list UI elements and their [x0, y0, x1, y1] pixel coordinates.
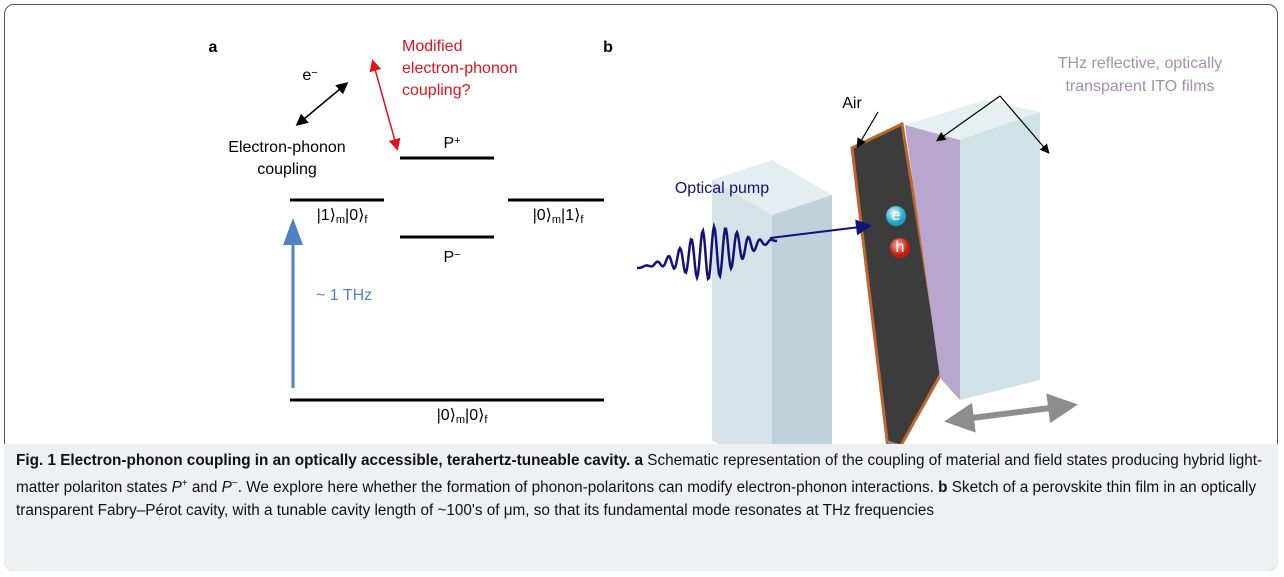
caption: Fig. 1 Electron-phonon coupling in an op…: [4, 444, 1278, 571]
caption-text: and: [187, 479, 222, 497]
pump-label: Optical pump: [675, 180, 769, 197]
p-minus-part: P: [443, 249, 454, 266]
ito-label: THz reflective, optically: [1058, 55, 1223, 72]
pointer-lines: [856, 95, 1050, 154]
ket-label-part: |0⟩: [533, 207, 552, 224]
ket-label: |0⟩m|0⟩f: [437, 407, 489, 426]
right-slab: [905, 100, 1040, 400]
electron-symbol: e: [892, 207, 901, 224]
air-label: Air: [842, 95, 862, 112]
ket-label-part: |0⟩: [465, 407, 484, 424]
caption-text: P: [221, 479, 232, 497]
ket-label-part: |0⟩: [345, 207, 364, 224]
ket-label-part: |0⟩: [437, 407, 456, 424]
caption-text: −: [231, 478, 238, 489]
caption-text: Sketch of a perovskite thin film in an o…: [16, 479, 1257, 520]
pump-wave: [637, 222, 778, 282]
translation-arrow: [944, 393, 1078, 433]
energy-levels: [290, 156, 604, 402]
ket-label-part: f: [484, 414, 488, 426]
hole: [890, 238, 910, 258]
excitation-arrowhead: [283, 218, 303, 245]
ito-label: transparent ITO films: [1065, 78, 1214, 95]
coupling-label: Electron-phonon: [228, 139, 345, 156]
ket-label-part: |1⟩: [561, 207, 580, 224]
ket-label: |0⟩m|1⟩f: [533, 207, 585, 226]
ket-label-part: |1⟩: [317, 207, 336, 224]
caption-text: Fig. 1 Electron-phonon coupling in an op…: [16, 452, 631, 469]
ket-label-part: f: [364, 214, 368, 226]
p-minus-part: −: [454, 249, 460, 261]
coupling-arrow: [295, 82, 349, 126]
caption-text: . We explore here whether the formation …: [237, 479, 939, 497]
diagram: ae−Modifiedelectron-phononcoupling?Elect…: [209, 38, 1223, 444]
coupling-label: coupling: [257, 161, 317, 178]
ket-label: |1⟩m|0⟩f: [317, 207, 369, 226]
p-plus-part: +: [454, 135, 460, 147]
ket-label-part: m: [456, 414, 465, 426]
modified-label: Modified: [402, 38, 462, 55]
ket-label-part: f: [580, 214, 584, 226]
electron-label: e−: [302, 67, 317, 84]
panel-label: a: [209, 39, 218, 56]
p-plus-part: P: [443, 135, 454, 152]
hole-symbol: h: [896, 239, 905, 256]
modified-label: coupling?: [402, 82, 471, 99]
p-plus: P+: [443, 135, 460, 152]
caption-text: b: [938, 479, 948, 497]
panel-label: b: [603, 39, 613, 56]
ket-label-part: m: [336, 214, 345, 226]
modified-label: electron-phonon: [402, 60, 518, 77]
caption-text: a: [634, 452, 644, 469]
frequency-label: ~ 1 THz: [316, 287, 372, 304]
electron: [886, 206, 906, 226]
ket-label-part: m: [552, 214, 561, 226]
pump-beam: [769, 219, 872, 239]
modified-arrow: [369, 59, 401, 151]
caption-text: +: [181, 478, 188, 489]
caption-text: Schematic representation of the coupling…: [16, 452, 1263, 497]
p-minus: P−: [443, 249, 460, 266]
electron-label-part: −: [311, 67, 317, 79]
electron-label-part: e: [302, 67, 311, 84]
caption-text: P: [171, 479, 182, 497]
left-slab: [712, 160, 832, 444]
